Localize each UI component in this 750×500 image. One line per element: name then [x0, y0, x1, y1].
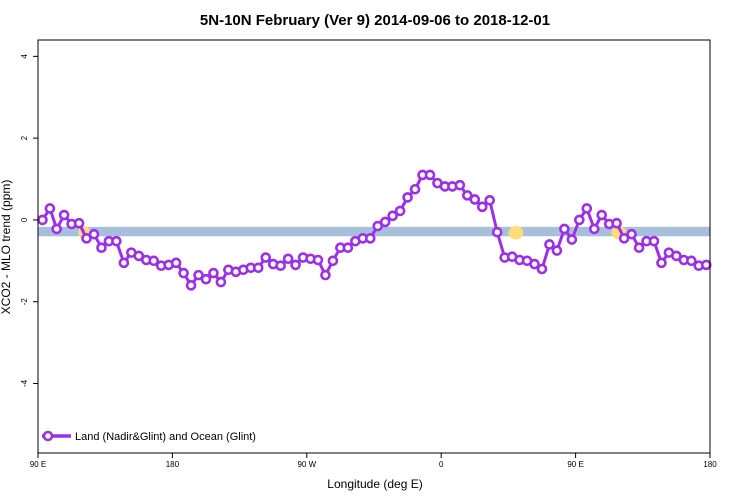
data-point — [290, 259, 301, 271]
x-axis-label: Longitude (deg E) — [327, 477, 422, 491]
x-axis: 90 E 180 90 W 0 90 E 180 — [30, 453, 717, 469]
data-point — [185, 280, 197, 291]
data-point — [491, 226, 503, 238]
x-tick-label: 180 — [703, 460, 717, 469]
data-point — [37, 214, 48, 226]
data-point — [529, 258, 540, 270]
data-point — [454, 179, 466, 191]
data-point — [544, 239, 555, 250]
data-point — [364, 233, 376, 244]
data-point — [551, 245, 563, 256]
data-point — [111, 235, 122, 247]
data-point — [588, 223, 600, 235]
data-point — [215, 276, 227, 288]
data-point — [252, 262, 264, 274]
data-point — [700, 259, 712, 271]
x-tick-label: 90 W — [297, 460, 316, 469]
data-point — [618, 233, 630, 244]
data-point — [462, 190, 473, 201]
data-point — [387, 210, 398, 222]
legend: Land (Nadir&Glint) and Ocean (Glint) — [42, 430, 256, 443]
data-point — [409, 183, 421, 195]
data-point — [476, 201, 488, 213]
y-tick-label: 0 — [20, 217, 29, 222]
data-point — [611, 217, 622, 229]
data-point — [574, 214, 585, 226]
data-point — [200, 273, 212, 285]
data-point — [260, 252, 272, 263]
y-tick-label: -2 — [20, 298, 29, 306]
x-tick-label: 0 — [439, 460, 444, 469]
data-point — [320, 269, 331, 281]
data-point — [536, 263, 548, 275]
data-point — [424, 169, 436, 181]
legend-label: Land (Nadir&Glint) and Ocean (Glint) — [75, 431, 256, 443]
data-point — [96, 242, 107, 254]
data-point — [118, 257, 130, 269]
data-point — [402, 192, 413, 203]
data-point — [282, 253, 294, 265]
x-tick-label: 180 — [166, 460, 180, 469]
data-point — [566, 234, 578, 245]
legend-marker — [42, 430, 54, 442]
data-point — [208, 267, 219, 279]
data-point — [133, 250, 145, 262]
y-tick-label: -4 — [20, 379, 29, 387]
data-point — [44, 203, 56, 214]
data-point — [686, 255, 697, 267]
x-tick-label: 90 E — [30, 460, 46, 469]
data-point — [633, 242, 645, 254]
x-tick-label: 90 E — [567, 460, 583, 469]
chart-title: 5N-10N February (Ver 9) 2014-09-06 to 20… — [200, 12, 550, 29]
data-point — [581, 203, 593, 214]
data-point — [372, 220, 384, 232]
data-point — [342, 242, 354, 254]
data-point — [178, 267, 189, 279]
y-axis: 4 2 0 -2 -4 — [20, 54, 38, 387]
series-layer — [37, 169, 712, 291]
data-point — [327, 255, 339, 267]
data-point — [275, 260, 286, 272]
data-point — [626, 228, 637, 240]
data-point — [394, 205, 406, 217]
data-point — [671, 250, 682, 262]
data-point — [51, 223, 62, 235]
data-point — [58, 209, 70, 221]
data-point — [312, 254, 324, 266]
data-point — [648, 235, 660, 247]
land-patch-3 — [511, 225, 519, 240]
data-point — [88, 228, 100, 240]
data-point — [148, 255, 160, 267]
y-tick-label: 4 — [20, 54, 29, 59]
data-point — [379, 216, 391, 228]
plot-frame — [37, 39, 711, 454]
data-point — [656, 257, 667, 269]
data-point — [193, 269, 204, 281]
data-point — [596, 209, 608, 221]
data-point — [469, 194, 481, 205]
data-point — [170, 257, 182, 269]
y-tick-label: 2 — [20, 135, 29, 140]
data-point — [81, 233, 92, 244]
data-point — [484, 194, 496, 206]
data-point — [73, 217, 85, 229]
y-axis-label: XCO2 - MLO trend (ppm) — [0, 180, 13, 315]
data-point — [559, 223, 570, 235]
